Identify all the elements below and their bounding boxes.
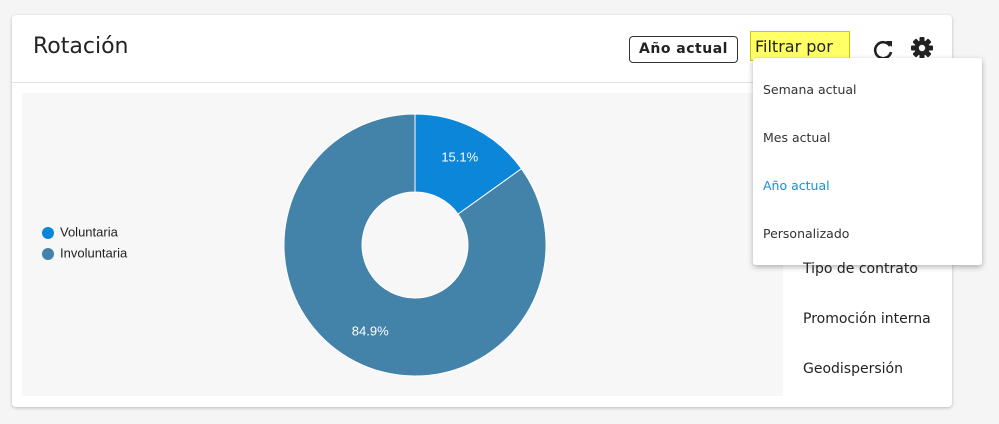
side-menu-item[interactable]: Tipo de contrato (803, 261, 918, 277)
legend-marker (42, 248, 54, 260)
dropdown-menu: Semana actual Mes actual Año actual Persona… (753, 58, 982, 265)
filter-button[interactable]: Filtrar por (750, 31, 850, 82)
refresh-icon[interactable] (872, 38, 896, 62)
dropdown-item[interactable]: Año actual (763, 178, 830, 193)
dropdown-item[interactable]: Personalizado (763, 226, 850, 241)
data-label: 84.9% (352, 324, 389, 339)
filter-label[interactable]: Filtrar por (755, 37, 833, 56)
side-menu-item[interactable]: Geodispersión (803, 361, 903, 377)
settings-icon[interactable] (910, 36, 934, 60)
pie-slice (414, 113, 523, 215)
period-badge[interactable]: Año actual (629, 36, 738, 63)
legend-marker (42, 227, 54, 239)
side-menu-item[interactable]: Promoción interna (803, 311, 931, 327)
legend-label: Voluntaria (60, 224, 119, 239)
chart: 15.1% 84.9% Voluntaria Involuntaria (22, 93, 783, 396)
legend-label: Involuntaria (60, 245, 128, 260)
separator (12, 82, 952, 83)
card-title: Rotación (33, 34, 129, 59)
data-label: 15.1% (441, 149, 478, 164)
dropdown-item[interactable]: Semana actual (763, 82, 857, 97)
dropdown-item[interactable]: Mes actual (763, 130, 831, 145)
pie-slice (283, 113, 547, 377)
